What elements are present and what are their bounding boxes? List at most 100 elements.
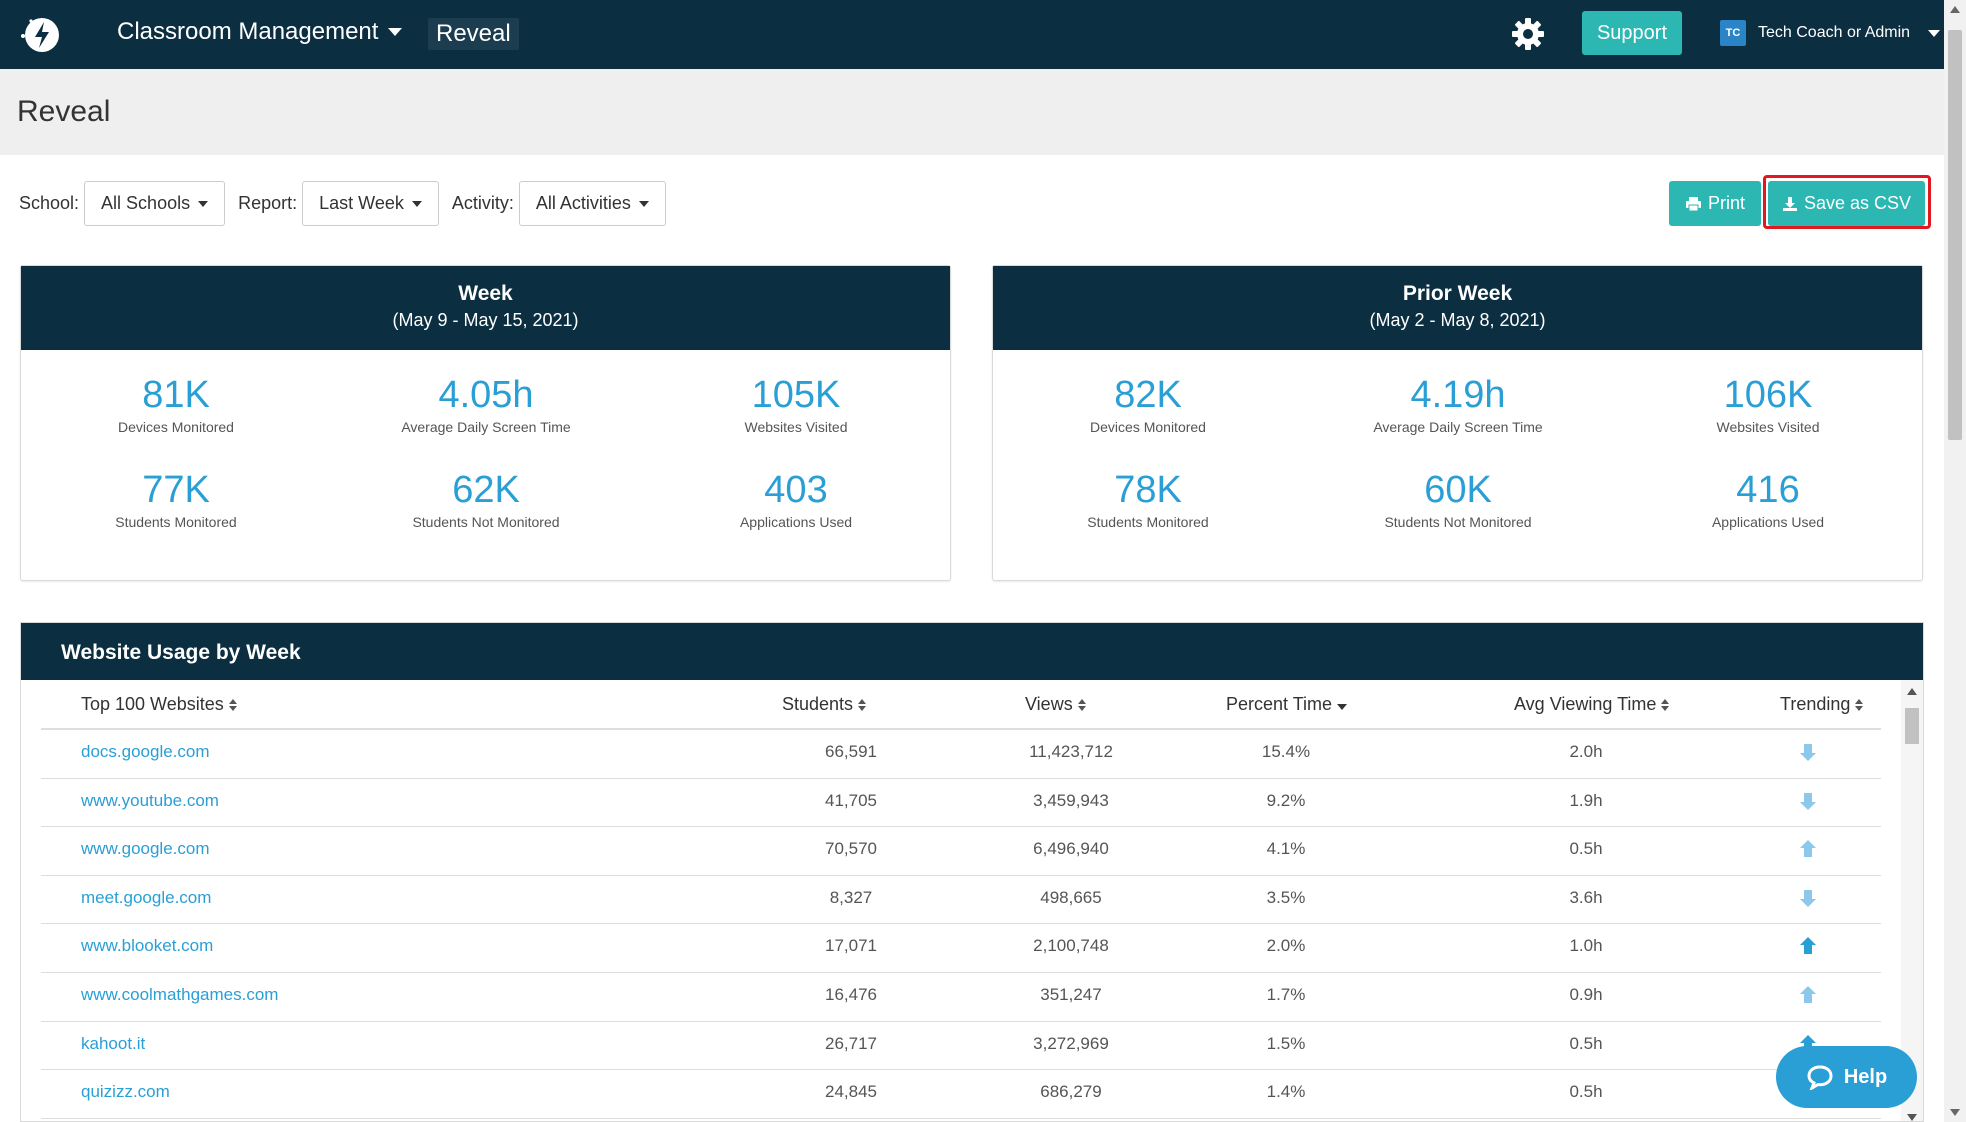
cell-website[interactable]: kahoot.it xyxy=(81,1033,146,1053)
report-value: Last Week xyxy=(319,193,404,213)
table-row: www.google.com 70,570 6,496,940 4.1% 0.5h xyxy=(41,827,1881,876)
cell-views: 11,423,712 xyxy=(1029,742,1113,761)
table-row: quizizz.com 24,845 686,279 1.4% 0.5h xyxy=(41,1070,1881,1119)
column-header-students[interactable]: Students xyxy=(782,694,867,715)
report-dropdown[interactable]: Last Week xyxy=(302,181,439,226)
page-title: Reveal xyxy=(17,95,111,128)
column-header-website[interactable]: Top 100 Websites xyxy=(81,694,237,715)
stat-label: Students Monitored xyxy=(115,514,237,530)
stat-applications-used: 416 Applications Used xyxy=(1618,469,1918,530)
column-header-trending[interactable]: Trending xyxy=(1780,694,1864,715)
column-header-avg-viewing-time[interactable]: Avg Viewing Time xyxy=(1514,694,1670,715)
user-name: Tech Coach or Admin xyxy=(1758,24,1911,41)
help-button[interactable]: Help xyxy=(1776,1046,1917,1108)
stat-label: Devices Monitored xyxy=(1090,419,1206,435)
page-scrollbar[interactable] xyxy=(1944,0,1966,1122)
cell-percent-time: 1.5% xyxy=(1266,1033,1306,1053)
scrollbar-thumb[interactable] xyxy=(1905,708,1919,744)
gear-icon[interactable] xyxy=(1510,16,1546,52)
cell-avg-viewing-time: 1.0h xyxy=(1569,936,1603,956)
card-title: Week xyxy=(458,282,513,305)
cell-students: 70,570 xyxy=(825,839,877,859)
chevron-down-icon xyxy=(1928,29,1941,37)
save-csv-highlight xyxy=(1763,175,1931,229)
scroll-down-icon[interactable] xyxy=(1907,1114,1917,1121)
stat-avg-screen-time: 4.05h Average Daily Screen Time xyxy=(336,374,636,435)
column-header-percent-time[interactable]: Percent Time xyxy=(1226,694,1348,715)
sort-descending-icon xyxy=(1337,703,1348,710)
stat-label: Average Daily Screen Time xyxy=(401,419,571,435)
user-menu[interactable]: TC Tech Coach or Admin xyxy=(1720,20,1941,46)
save-as-csv-button[interactable]: Save as CSV xyxy=(1768,181,1925,226)
stat-label: Students Monitored xyxy=(1087,514,1209,530)
cell-website[interactable]: www.google.com xyxy=(81,839,210,859)
cell-percent-time: 9.2% xyxy=(1266,790,1306,810)
classroom-management-menu[interactable]: Classroom Management xyxy=(117,18,403,46)
arrow-up-icon xyxy=(1800,937,1816,955)
chevron-down-icon xyxy=(411,200,422,207)
print-button[interactable]: Print xyxy=(1669,181,1761,226)
cell-avg-viewing-time: 0.5h xyxy=(1569,1082,1603,1102)
stat-value: 78K xyxy=(1114,469,1182,511)
stat-label: Applications Used xyxy=(1711,514,1825,530)
stat-devices-monitored: 81K Devices Monitored xyxy=(26,374,326,435)
cell-views: 686,279 xyxy=(1040,1082,1102,1102)
scroll-down-icon[interactable] xyxy=(1950,1109,1960,1116)
school-dropdown[interactable]: All Schools xyxy=(84,181,226,226)
stat-label: Websites Visited xyxy=(744,419,848,435)
stat-label: Students Not Monitored xyxy=(412,514,560,530)
stat-label: Websites Visited xyxy=(1716,419,1820,435)
cell-avg-viewing-time: 0.5h xyxy=(1569,1033,1603,1053)
activity-dropdown[interactable]: All Activities xyxy=(518,181,666,226)
sort-icon xyxy=(858,698,867,711)
stat-value: 81K xyxy=(142,374,210,416)
cell-website[interactable]: www.youtube.com xyxy=(81,790,219,810)
stat-label: Devices Monitored xyxy=(118,419,234,435)
sort-icon xyxy=(1077,698,1086,711)
cell-percent-time: 1.4% xyxy=(1266,1082,1306,1102)
cell-website[interactable]: www.coolmathgames.com xyxy=(81,985,279,1004)
stat-value: 60K xyxy=(1424,469,1492,511)
cell-percent-time: 3.5% xyxy=(1266,887,1306,907)
column-header-views[interactable]: Views xyxy=(1025,694,1086,715)
cell-website[interactable]: www.blooket.com xyxy=(81,936,214,956)
cell-students: 16,476 xyxy=(825,985,877,1004)
cell-students: 24,845 xyxy=(825,1082,877,1102)
table-row: docs.google.com 66,591 11,423,712 15.4% 2.0h xyxy=(41,730,1881,779)
scroll-up-icon[interactable] xyxy=(1907,688,1917,695)
cell-website[interactable]: meet.google.com xyxy=(81,887,212,907)
cell-website[interactable]: docs.google.com xyxy=(81,742,210,761)
cell-views: 498,665 xyxy=(1040,887,1102,907)
app-logo-icon[interactable] xyxy=(17,12,63,58)
stat-label: Average Daily Screen Time xyxy=(1373,419,1543,435)
cell-avg-viewing-time: 0.5h xyxy=(1569,839,1603,859)
cell-views: 2,100,748 xyxy=(1033,936,1109,956)
cell-percent-time: 4.1% xyxy=(1266,839,1306,859)
download-icon xyxy=(1782,196,1797,211)
stat-value: 82K xyxy=(1114,374,1182,416)
table-row: meet.google.com 8,327 498,665 3.5% 3.6h xyxy=(41,876,1881,925)
scroll-up-icon[interactable] xyxy=(1950,6,1960,13)
scrollbar-thumb[interactable] xyxy=(1948,30,1962,440)
stat-value: 62K xyxy=(452,469,520,511)
table-row: www.coolmathgames.com 16,476 351,247 1.7% 0.… xyxy=(41,973,1881,1022)
cell-avg-viewing-time: 3.6h xyxy=(1569,887,1603,907)
cell-students: 8,327 xyxy=(829,887,873,907)
classroom-management-label: Classroom Management xyxy=(117,18,379,45)
nav-item-reveal[interactable]: Reveal xyxy=(428,18,519,50)
week-card: Week (May 9 - May 15, 2021) 81K Devices … xyxy=(20,265,951,581)
print-label: Print xyxy=(1707,193,1745,213)
page-header: Reveal xyxy=(0,69,1944,155)
cell-percent-time: 2.0% xyxy=(1266,936,1306,956)
stat-applications-used: 403 Applications Used xyxy=(646,469,946,530)
cell-views: 3,272,969 xyxy=(1033,1033,1109,1053)
cell-website[interactable]: quizizz.com xyxy=(81,1082,170,1102)
stat-websites-visited: 106K Websites Visited xyxy=(1618,374,1918,435)
stat-websites-visited: 105K Websites Visited xyxy=(646,374,946,435)
panel-title: Website Usage by Week xyxy=(21,623,1923,680)
table-scrollbar[interactable] xyxy=(1901,680,1923,1121)
support-button[interactable]: Support xyxy=(1582,11,1682,55)
chat-bubble-icon xyxy=(1807,1065,1833,1090)
arrow-up-icon xyxy=(1800,986,1816,1003)
cell-students: 66,591 xyxy=(825,742,877,761)
